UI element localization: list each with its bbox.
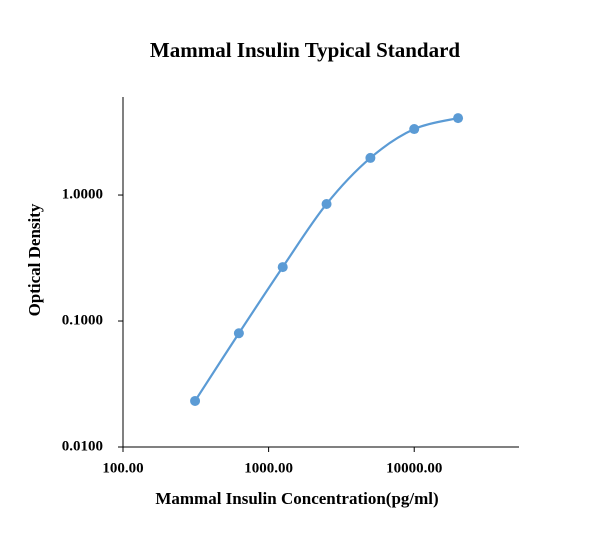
y-tick-label: 1.0000: [62, 186, 103, 202]
point: [453, 113, 464, 124]
point: [409, 124, 420, 135]
y-tick-label: 0.1000: [62, 312, 103, 328]
x-tick-label: 10000.00: [386, 460, 442, 476]
series-line: [194, 117, 459, 402]
x-tick-label: 1000.00: [244, 460, 293, 476]
chart-title: Mammal Insulin Typical Standard: [150, 38, 461, 62]
y-axis-title: Optical Density: [25, 203, 44, 316]
point: [233, 328, 244, 339]
point: [321, 198, 332, 209]
point: [277, 262, 288, 273]
point: [365, 152, 376, 163]
x-tick-label: 100.00: [102, 460, 143, 476]
point: [190, 395, 201, 406]
y-tick-label: 0.0100: [62, 438, 103, 454]
x-axis-title: Mammal Insulin Concentration(pg/ml): [155, 489, 438, 508]
